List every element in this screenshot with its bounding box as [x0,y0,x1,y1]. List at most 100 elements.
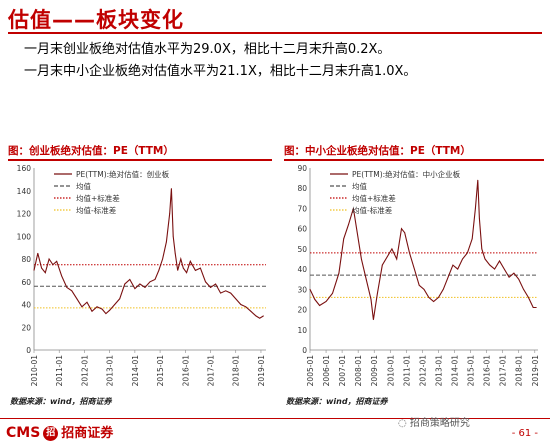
sme-pe-point [532,307,534,308]
sme-pe-point [527,297,529,298]
sme-x-tick-label: 2006-01 [322,355,331,387]
sme-x-tick-label: 2013-01 [434,355,443,387]
sme-x-tick-label: 2007-01 [338,355,347,387]
chinext-pe-point [171,188,172,189]
chinext-legend-label: 均值 [76,181,91,191]
chinext-y-tick-label: 20 [21,323,31,332]
chinext-y-tick-label: 0 [26,346,31,355]
chinext-pe-point [71,290,73,292]
wechat-label: 招商策略研究 [409,418,470,429]
sme-pe-point [481,248,483,250]
sme-pe-point [447,276,449,278]
chinext-pe-point [101,308,103,310]
chart-sme-title-rule [284,159,544,161]
sme-pe-point [474,208,476,209]
sme-pe-point [332,292,333,294]
chinext-pe-point [245,306,247,308]
bullet-chinext-summary: 一月末创业板绝对估值水平为29.0X，相比十二月末升高0.2X。 [24,42,391,57]
chinext-pe-point [149,281,151,283]
sme-pe-point [452,264,454,266]
sme-pe-point [314,299,316,300]
sme-pe-point [462,258,463,260]
chinext-pe-point [240,304,242,305]
chinext-pe-point [200,267,201,269]
sme-pe-point [348,224,349,226]
logo-text: CMS [6,425,41,441]
sme-x-tick-label: 2009-01 [370,355,379,387]
chinext-pe-point [210,287,211,288]
chinext-pe-series-line [33,188,264,319]
chinext-x-tick-label: 2011-01 [55,355,64,387]
chinext-pe-point [263,315,264,317]
sme-pe-point [478,218,480,219]
sme-pe-point [428,297,430,298]
sme-x-tick-label: 2012-01 [418,355,427,387]
chinext-x-tick-label: 2014-01 [131,355,140,387]
chinext-y-tick-label: 140 [17,187,32,196]
chinext-legend-label: PE(TTM):绝对估值：创业板 [76,169,170,179]
chinext-x-tick-label: 2012-01 [80,355,89,387]
sme-pe-point [409,252,410,254]
sme-y-tick-label: 80 [297,184,307,193]
sme-pe-point [499,260,500,262]
chinext-pe-point [235,298,237,300]
sme-y-tick-label: 30 [297,285,307,294]
sme-legend-label: 均值 [352,181,367,191]
chinext-pe-point [119,298,121,300]
chinext-x-tick-label: 2010-01 [30,355,39,387]
wechat-icon: ◌ [398,418,410,429]
chinext-pe-point [180,258,182,260]
chinext-pe-point [66,287,68,288]
sme-x-tick-label: 2014-01 [451,355,460,387]
sme-pe-point [489,264,491,266]
sme-legend-label: 均值-标准差 [352,205,393,215]
page-number: - 61 - [511,428,538,439]
sme-pe-point [484,258,486,260]
title-divider [8,32,542,34]
chinext-pe-point [177,269,179,271]
chinext-pe-point [134,288,136,289]
sme-pe-point [343,238,345,240]
sme-pe-point [319,305,321,306]
chinext-pe-point [225,290,227,292]
chinext-pe-point [189,260,191,262]
sme-x-tick-label: 2017-01 [499,355,508,387]
sme-x-tick-label: 2019-01 [531,355,540,387]
sme-pe-point [338,272,340,274]
sme-legend-label: PE(TTM):绝对估值：中小企业板 [352,169,461,179]
sme-pe-point [352,208,354,209]
sme-y-tick-label: 90 [297,164,307,173]
chart-sme-title: 图：中小企业板绝对估值：PE（TTM） [284,145,471,157]
chinext-pe-point [105,313,107,314]
sme-pe-point [503,268,505,270]
sme-pe-point [535,307,537,308]
sme-pe-point [423,288,425,290]
chart-chinext-title-rule [8,159,272,161]
chinext-y-tick-label: 100 [17,232,32,241]
sme-x-tick-label: 2010-01 [386,355,395,387]
sme-pe-point [513,272,515,274]
sme-pe-point [373,319,374,321]
chinext-pe-point [56,260,58,262]
sme-x-tick-label: 2005-01 [306,355,315,387]
sme-y-tick-label: 70 [297,204,307,213]
chinext-y-tick-label: 60 [21,278,31,287]
sme-pe-point [360,258,362,260]
sme-x-tick-label: 2008-01 [354,355,363,387]
chart-chinext-pe: 0 20 40 60 80 100 120 140 160 2010-01 2011-01 2012-… [17,164,266,387]
chinext-y-tick-label: 80 [21,255,31,264]
chinext-pe-point [144,287,146,288]
chinext-pe-point [96,306,98,308]
chinext-pe-point [172,235,174,237]
bullet-sme-summary: 一月末中小企业板绝对估值水平为21.1X，相比十二月末升高1.0X。 [24,64,417,79]
sme-pe-point [391,248,393,250]
sme-pe-point [413,268,415,270]
chinext-pe-point [139,283,141,285]
sme-pe-point [386,256,388,258]
chart-sme-source: 数据来源：wind，招商证券 [286,397,388,406]
chinext-y-tick-label: 120 [17,210,32,219]
chinext-pe-point [182,267,184,269]
sme-pe-point [518,278,520,280]
chinext-pe-point [52,264,54,266]
sme-pe-point [477,179,479,181]
